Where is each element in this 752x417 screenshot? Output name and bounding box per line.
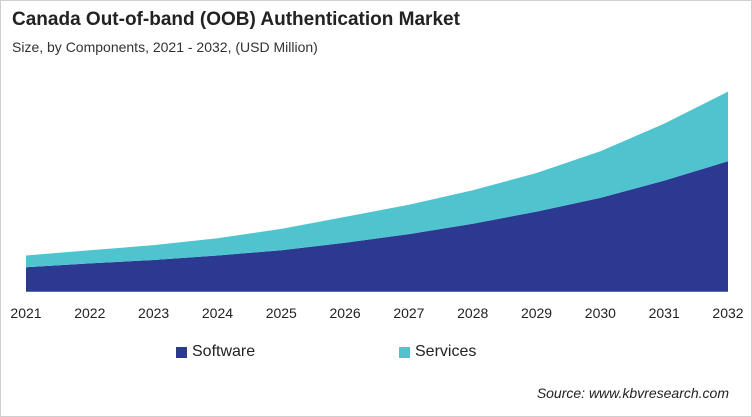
x-tick-label: 2025 xyxy=(266,305,297,321)
x-tick-label: 2024 xyxy=(202,305,233,321)
area-software xyxy=(26,161,728,292)
x-tick-label: 2030 xyxy=(585,305,616,321)
area-services xyxy=(26,91,728,268)
x-tick-label: 2028 xyxy=(457,305,488,321)
x-tick-label: 2021 xyxy=(10,305,41,321)
x-tick-label: 2031 xyxy=(649,305,680,321)
x-tick-label: 2022 xyxy=(74,305,105,321)
chart-subtitle: Size, by Components, 2021 - 2032, (USD M… xyxy=(12,39,318,55)
x-tick-label: 2023 xyxy=(138,305,169,321)
plot-area: 2021 2022 2023 2024 2025 2026 2027 2028 2029 2030… xyxy=(10,91,744,321)
legend-label-software: Software xyxy=(192,343,256,360)
legend-item-software: Software xyxy=(176,343,255,361)
chart-title: Canada Out-of-band (OOB) Authentication … xyxy=(12,9,460,30)
legend-swatch-software xyxy=(176,346,187,358)
source-note: Source: www.kbvresearch.com xyxy=(536,385,729,401)
legend-label-services: Services xyxy=(415,343,477,360)
x-tick-label: 2032 xyxy=(712,305,743,321)
x-tick-label: 2027 xyxy=(393,305,424,321)
legend-item-services: Services xyxy=(399,343,476,361)
x-tick-label: 2026 xyxy=(330,305,361,321)
x-tick-label: 2029 xyxy=(521,305,552,321)
legend-swatch-services xyxy=(399,346,410,358)
